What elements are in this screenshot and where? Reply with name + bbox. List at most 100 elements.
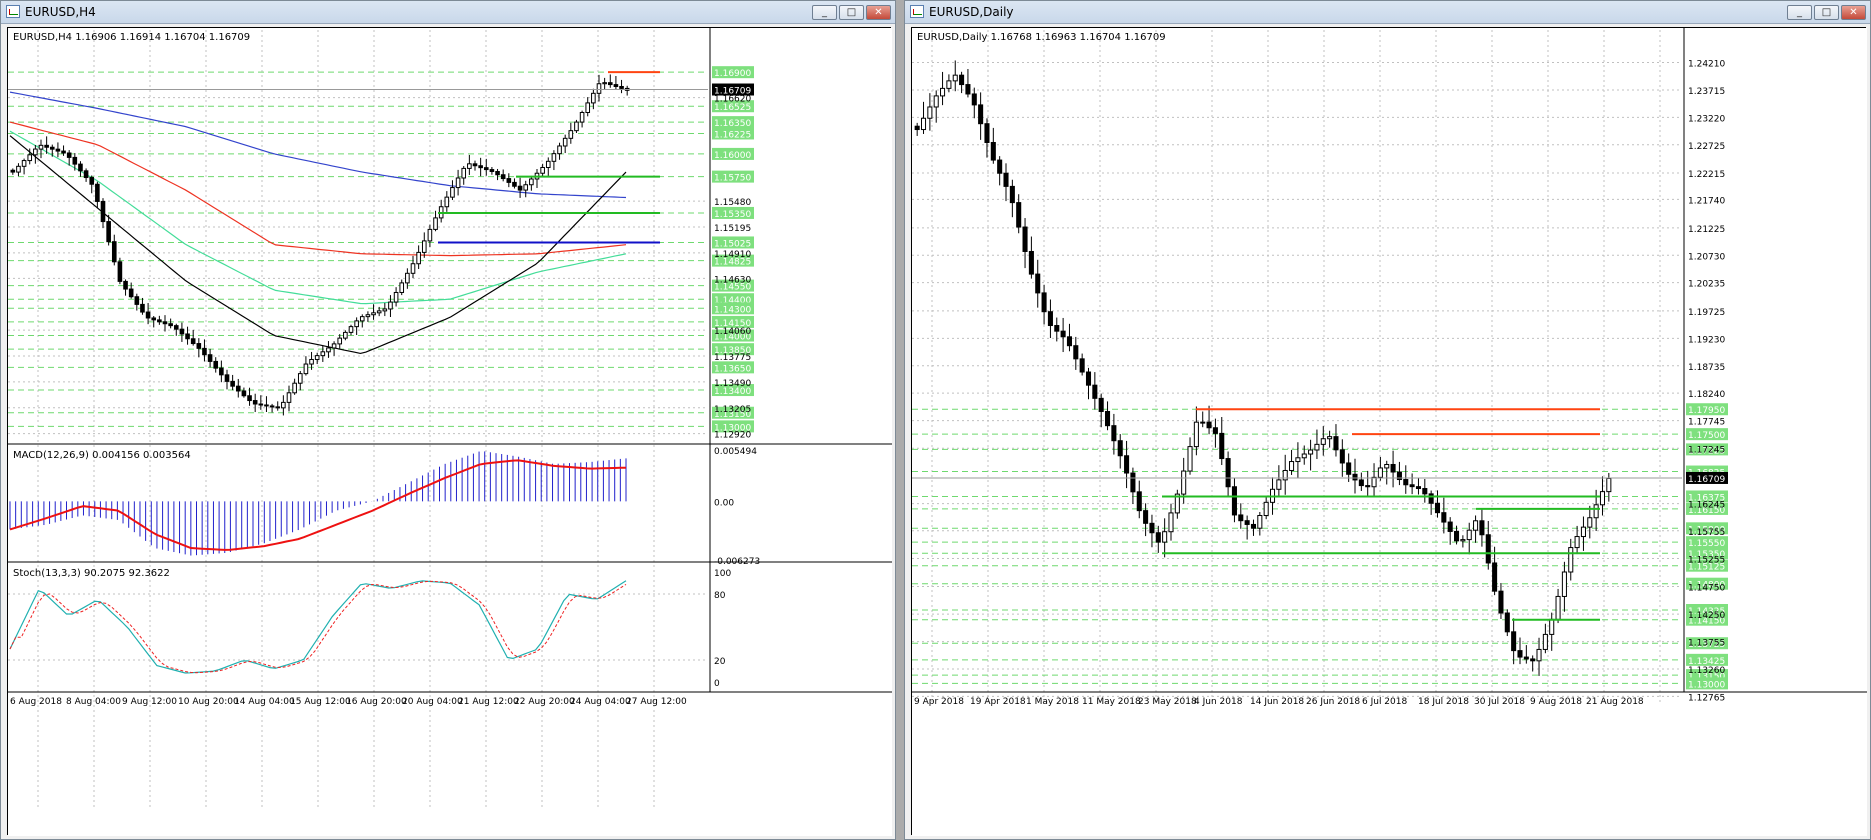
level-label-bg <box>1686 403 1728 416</box>
chart-area[interactable]: 1.179501.175001.172251.168251.163751.161… <box>911 27 1867 836</box>
daily-candle-body <box>1561 571 1567 597</box>
price-tick: 1.16620 <box>714 95 751 105</box>
h4-candle-body <box>506 178 512 183</box>
price-tick: 1.19230 <box>1688 335 1725 345</box>
level-label-bg <box>1686 490 1728 503</box>
daily-candle-body <box>1555 595 1561 620</box>
h4-candle-body <box>562 137 568 147</box>
daily-candle-body <box>978 104 984 125</box>
h4-candle-body <box>326 347 331 353</box>
price-tick: 1.14630 <box>714 275 751 285</box>
date-label: 6 Jul 2018 <box>1362 697 1407 707</box>
maximize-button[interactable]: □ <box>839 5 864 20</box>
h4-candle-body <box>151 317 157 321</box>
h4-candle-body <box>44 144 49 148</box>
daily-candle-body <box>1009 185 1015 204</box>
price-tick: 1.18240 <box>1688 390 1725 400</box>
date-label: 14 Aug 04:00 <box>234 697 295 707</box>
daily-candle-body <box>1047 311 1053 327</box>
daily-candle-body <box>1187 446 1193 472</box>
chart-header: EURUSD,H4 1.16906 1.16914 1.16704 1.1670… <box>13 32 250 43</box>
h4-candle-body <box>467 163 472 169</box>
h4-candle-body <box>61 150 66 154</box>
daily-candle-body <box>1517 650 1523 658</box>
date-label: 9 Aug 12:00 <box>122 697 177 707</box>
daily-candle-body <box>1022 226 1028 252</box>
h4-candle-body <box>49 146 55 150</box>
daily-candle-body <box>1301 453 1307 459</box>
h4-candle-body <box>207 354 213 362</box>
minimize-button[interactable]: _ <box>812 5 837 20</box>
close-button[interactable]: ✕ <box>1841 5 1866 20</box>
close-button[interactable]: ✕ <box>866 5 891 20</box>
h4-candle-body <box>213 360 219 369</box>
chart-window-h4[interactable]: EURUSD,H4 _ □ ✕ 1.16900 1.16525 1.16350 1.1… <box>0 0 896 840</box>
price-tick: 1.14250 <box>1688 611 1725 621</box>
h4-candle-body <box>38 144 44 150</box>
daily-candle-body <box>1599 491 1606 506</box>
minimize-button[interactable]: _ <box>1787 5 1812 20</box>
macd-tick: 0.005494 <box>714 447 757 457</box>
level-label: 1.17500 <box>1688 431 1725 441</box>
daily-candle-body <box>1523 656 1529 660</box>
daily-candle-body <box>1473 520 1479 531</box>
daily-candle-body <box>1219 432 1225 460</box>
title-bar[interactable]: EURUSD,H4 _ □ ✕ <box>1 1 895 24</box>
level-label: 1.16000 <box>714 151 751 161</box>
h4-candle-body <box>523 184 529 191</box>
price-tick: 1.23220 <box>1688 114 1725 124</box>
macd-header: MACD(12,26,9) 0.004156 0.003564 <box>13 450 191 461</box>
daily-candle-body <box>1181 470 1187 495</box>
h4-candle-body <box>343 331 348 339</box>
daily-candle-body <box>1574 536 1580 549</box>
chart-icon <box>910 5 924 18</box>
daily-candle-body <box>1231 486 1237 516</box>
macd-signal-line <box>9 459 627 551</box>
h4-candle-body <box>258 403 264 406</box>
daily-candle-body <box>1308 449 1314 455</box>
daily-candle-body <box>1466 529 1472 541</box>
level-label-bg <box>1686 428 1728 441</box>
price-tick: 1.13260 <box>1688 666 1725 676</box>
chart-window-daily[interactable]: EURUSD,Daily _ □ ✕ 1.17950 1.17500 1.17225… <box>904 0 1871 840</box>
daily-candle-body <box>1580 526 1586 538</box>
h4-candle-body <box>416 251 421 265</box>
level-label: 1.16525 <box>714 103 751 113</box>
level-label: 1.14150 <box>714 319 751 329</box>
ma-red-line <box>9 121 627 257</box>
level-label-bg <box>712 315 754 328</box>
title-bar[interactable]: EURUSD,Daily _ □ ✕ <box>905 1 1870 24</box>
h4-candle-body <box>529 178 534 186</box>
daily-candle-body <box>1352 473 1358 481</box>
level-label-bg <box>1686 677 1728 690</box>
h4-candle-body <box>320 351 326 357</box>
h4-candle-body <box>235 385 241 392</box>
h4-candle-body <box>585 102 591 113</box>
daily-candle-body <box>1606 477 1612 493</box>
h4-candle-body <box>78 163 83 172</box>
h4-candle-body <box>128 288 134 298</box>
level-label: 1.16350 <box>714 119 751 129</box>
maximize-button[interactable]: □ <box>1814 5 1839 20</box>
h4-candle-body <box>72 156 78 165</box>
level-label: 1.15800 <box>1688 525 1725 535</box>
h4-candle-body <box>399 282 405 293</box>
daily-candle-body <box>952 74 958 82</box>
daily-candle-body <box>1212 427 1218 434</box>
stoch-tick: 20 <box>714 657 726 667</box>
daily-candle-body <box>997 159 1003 174</box>
h4-candle-body <box>95 183 100 202</box>
daily-candle-body <box>1111 425 1117 442</box>
daily-candle-body <box>1149 522 1155 534</box>
h4-candle-body <box>145 311 151 319</box>
chart-area[interactable]: 1.16900 1.16525 1.16350 1.16225 1.16000 1.157… <box>7 27 892 836</box>
h4-candle-body <box>219 367 224 376</box>
level-label-bg <box>1686 604 1728 616</box>
daily-chart-canvas[interactable]: 1.179501.175001.172251.168251.163751.161… <box>912 28 1867 836</box>
h4-candle-body <box>196 343 202 349</box>
level-label-bg <box>1686 577 1728 590</box>
stoch-signal-line <box>9 580 627 674</box>
daily-candle-body <box>1403 479 1409 486</box>
h4-candle-body <box>545 160 551 168</box>
